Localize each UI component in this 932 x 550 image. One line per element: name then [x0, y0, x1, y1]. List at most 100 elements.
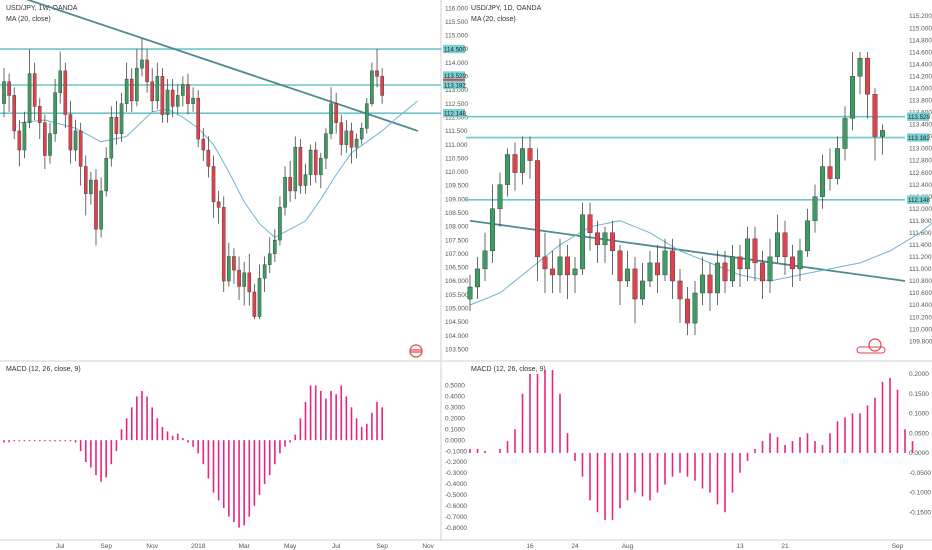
daily-candle [789, 256, 796, 270]
weekly-y-tick: 105.000 [445, 306, 469, 313]
weekly-candle [313, 149, 318, 175]
daily-candle [512, 154, 518, 173]
weekly-candle [267, 253, 272, 265]
daily-price-tag [907, 112, 929, 121]
daily-candle [774, 232, 781, 258]
weekly-candle [175, 95, 180, 107]
daily-macd-y-tick: 0.1500 [909, 391, 929, 398]
weekly-candle [380, 76, 384, 96]
daily-candle [692, 292, 698, 324]
daily-candle [602, 232, 608, 246]
weekly-y-tick: 109.500 [445, 183, 469, 190]
daily-time-axis: 16 24 Aug 13 21 Sep [526, 543, 903, 550]
weekly-candle [94, 179, 98, 230]
weekly-candle [278, 207, 282, 241]
weekly-candle [32, 73, 37, 107]
weekly-candle [308, 149, 313, 175]
daily-x-tick: 16 [526, 543, 534, 550]
daily-candle [722, 262, 728, 282]
weekly-candle [221, 207, 226, 282]
weekly-y-tick: 106.500 [445, 265, 469, 272]
weekly-candle [73, 130, 78, 151]
daily-y-tick: 110.000 [909, 326, 932, 333]
daily-candle [767, 256, 773, 282]
weekly-candle [293, 147, 298, 192]
weekly-candle [334, 103, 338, 123]
weekly-candle [201, 138, 206, 151]
weekly-candle [2, 81, 6, 104]
daily-candle [864, 57, 871, 95]
weekly-candle [216, 201, 221, 208]
weekly-candle [22, 122, 27, 151]
weekly-x-tick: May [284, 543, 297, 550]
daily-y-tick: 110.200 [909, 314, 932, 321]
weekly-x-tick: 2018 [191, 543, 206, 550]
daily-candle [669, 250, 676, 282]
daily-candle [587, 214, 593, 233]
weekly-macd-y-tick: 0.2000 [445, 415, 465, 422]
daily-y-tick: 113.400 [909, 122, 932, 129]
daily-candle [467, 286, 473, 300]
daily-y-tick: 115.200 [909, 13, 932, 20]
weekly-candle [344, 130, 349, 145]
weekly-candle [359, 127, 364, 140]
weekly-y-tick: 108.000 [445, 224, 469, 231]
weekly-candle [349, 130, 354, 148]
daily-y-tick: 111.600 [909, 230, 932, 237]
weekly-macd-y-tick: 0.5000 [445, 383, 465, 390]
daily-candle [639, 280, 646, 300]
weekly-macd-panel: 0.5000 0.4000 0.3000 0.2000 0.1000 0.0000 -0.1… [3, 383, 467, 532]
weekly-x-tick: Jul [56, 543, 65, 550]
daily-candle [812, 196, 818, 221]
weekly-price-tag-label: 112.148 [444, 111, 466, 118]
weekly-candle [104, 158, 108, 192]
daily-x-tick: 21 [781, 543, 789, 550]
weekly-candle [288, 177, 292, 192]
daily-candle [729, 256, 736, 282]
daily-y-tick: 112.000 [909, 206, 932, 213]
weekly-candle [109, 117, 114, 159]
daily-candle [752, 238, 758, 264]
weekly-y-tick: 106.000 [445, 278, 469, 285]
daily-y-tick: 112.600 [909, 170, 932, 177]
daily-y-tick: 111.400 [909, 242, 932, 249]
daily-macd-panel: 0.2000 0.1500 0.1000 0.0500 0.0000 -0.0500 -0.… [469, 369, 931, 521]
weekly-candle [262, 264, 267, 279]
weekly-candle [247, 272, 252, 293]
daily-y-tick: 113.000 [909, 146, 932, 153]
weekly-price-tag [443, 71, 465, 80]
weekly-y-tick: 115.000 [445, 33, 468, 40]
weekly-price-panel: 103.500 104.000 104.500 105.000 105.500 106.0… [0, 0, 469, 353]
weekly-candle [237, 269, 241, 287]
weekly-price-tag [443, 80, 465, 90]
daily-macd-y-tick: 0.0500 [909, 430, 929, 437]
weekly-price-tag [443, 109, 465, 118]
weekly-candle [354, 138, 359, 148]
daily-y-tick: 114.000 [909, 85, 932, 92]
daily-candle [834, 148, 841, 179]
weekly-y-tick: 115.500 [445, 19, 468, 26]
weekly-candle [48, 133, 52, 156]
daily-candle [549, 268, 556, 276]
daily-macd-y-tick: 0.0000 [909, 450, 929, 457]
daily-watermark-icon [856, 338, 886, 354]
weekly-candle [170, 89, 175, 107]
weekly-y-tick: 111.500 [445, 128, 468, 135]
daily-y-tick: 111.200 [909, 254, 932, 261]
daily-y-tick: 112.400 [909, 182, 932, 189]
daily-y-tick: 113.800 [909, 98, 932, 105]
daily-candle [497, 184, 503, 209]
daily-candle [519, 148, 526, 173]
weekly-macd-y-tick: -0.1000 [445, 448, 467, 455]
daily-candle [654, 262, 661, 276]
weekly-candle [43, 122, 47, 156]
daily-candle [819, 166, 826, 197]
weekly-price-tag-label: 114.500 [444, 46, 466, 53]
weekly-x-tick: Sep [100, 543, 112, 550]
weekly-candle [370, 70, 374, 104]
weekly-time-axis: Jul Sep Nov 2018 Mar May Jul Sep Nov [56, 543, 435, 550]
daily-y-tick: 112.800 [909, 158, 932, 165]
weekly-candle [191, 97, 195, 104]
